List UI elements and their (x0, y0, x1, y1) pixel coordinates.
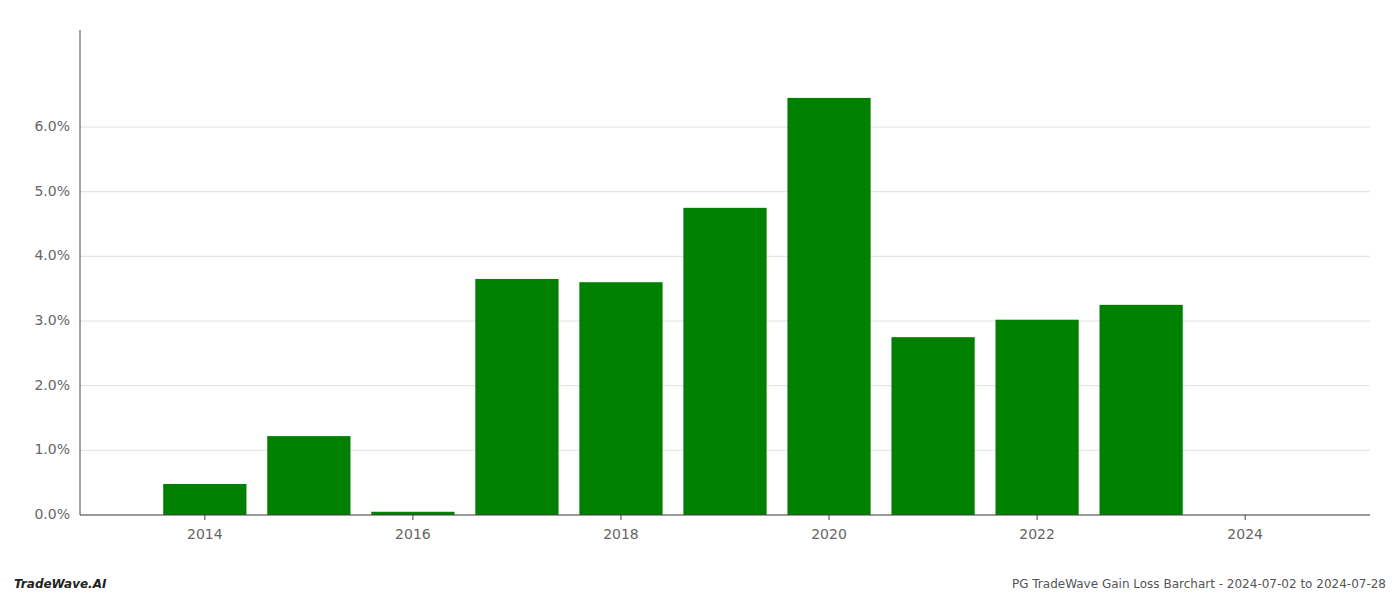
x-tick (204, 515, 205, 520)
bar (163, 484, 246, 515)
x-tick-label: 2016 (395, 526, 431, 542)
grid-line (80, 127, 1370, 128)
x-tick-label: 2014 (187, 526, 223, 542)
x-tick-labels: 2014 2016 2018 2020 2022 2024 (187, 515, 1263, 542)
axes (80, 30, 1370, 515)
y-tick-label: 1.0% (34, 441, 70, 457)
x-tick (620, 515, 621, 520)
y-tick-label: 3.0% (34, 312, 70, 328)
x-tick (412, 515, 413, 520)
bar (891, 337, 974, 515)
y-tick-label: 4.0% (34, 247, 70, 263)
x-tick-label: 2020 (811, 526, 847, 542)
bar (683, 208, 766, 515)
bar (995, 320, 1078, 515)
grid (80, 127, 1370, 515)
grid-line (80, 515, 1370, 516)
chart: 0.0% 1.0% 2.0% 3.0% 4.0% 5.0% 6.0% 2014 2016 2018… (0, 0, 1400, 600)
x-tick (1037, 515, 1038, 520)
x-tick-label: 2022 (1019, 526, 1055, 542)
y-axis-line (80, 30, 81, 515)
bar (579, 282, 662, 515)
footer-left: TradeWave.AI (14, 577, 107, 591)
bar (1100, 305, 1183, 515)
y-tick-label: 6.0% (34, 118, 70, 134)
bar (475, 279, 558, 515)
x-tick (829, 515, 830, 520)
y-tick-label: 0.0% (34, 506, 70, 522)
grid-line (80, 191, 1370, 192)
x-axis-line (80, 515, 1370, 516)
x-tick-label: 2024 (1227, 526, 1263, 542)
bar (787, 98, 870, 515)
y-tick-label: 2.0% (34, 377, 70, 393)
bar (267, 436, 350, 515)
footer-right: PG TradeWave Gain Loss Barchart - 2024-0… (1012, 577, 1386, 591)
x-tick (1245, 515, 1246, 520)
bars (163, 98, 1183, 515)
x-tick-label: 2018 (603, 526, 639, 542)
y-tick-labels: 0.0% 1.0% 2.0% 3.0% 4.0% 5.0% 6.0% (34, 118, 70, 522)
y-tick-label: 5.0% (34, 183, 70, 199)
footer: TradeWave.AI PG TradeWave Gain Loss Barch… (14, 577, 1386, 591)
